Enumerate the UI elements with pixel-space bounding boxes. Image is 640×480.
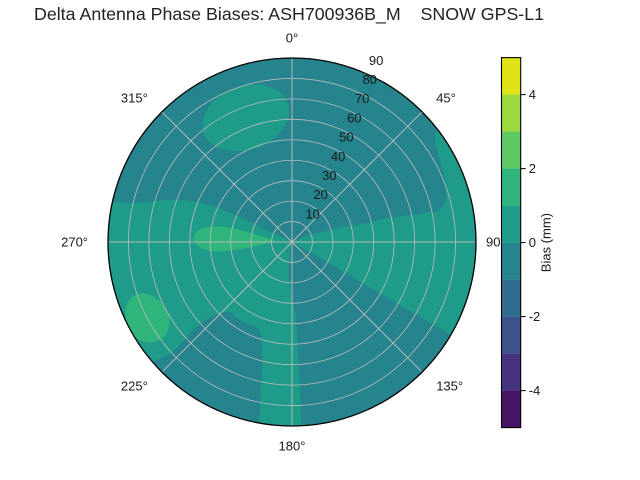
svg-text:30: 30 [322,168,336,183]
svg-text:180°: 180° [279,439,306,454]
svg-text:40: 40 [331,149,345,164]
svg-text:70: 70 [355,91,369,106]
svg-text:315°: 315° [121,90,148,105]
svg-text:20: 20 [313,187,327,202]
svg-text:10: 10 [305,207,319,222]
svg-text:2: 2 [529,161,536,176]
svg-text:60: 60 [347,110,361,125]
svg-text:0: 0 [529,235,536,250]
svg-text:90: 90 [369,53,383,68]
svg-text:Bias (mm): Bias (mm) [539,213,554,272]
svg-text:225°: 225° [121,379,148,394]
svg-text:80: 80 [362,72,376,87]
svg-text:45°: 45° [436,90,456,105]
svg-text:-2: -2 [529,309,541,324]
svg-text:270°: 270° [61,235,88,250]
svg-text:4: 4 [529,87,536,102]
svg-text:135°: 135° [436,379,463,394]
svg-text:-4: -4 [529,383,541,398]
svg-text:0°: 0° [286,31,298,46]
svg-text:50: 50 [339,129,353,144]
